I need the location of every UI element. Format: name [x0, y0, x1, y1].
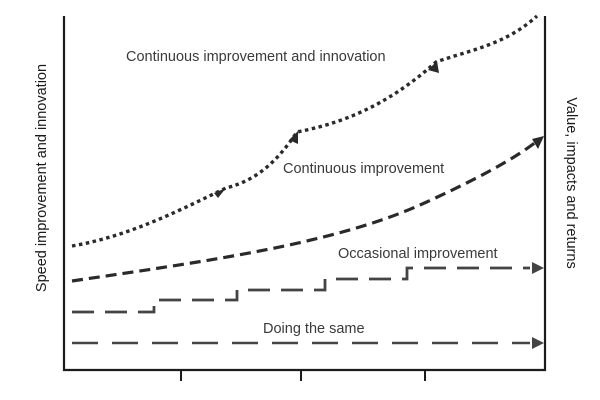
left-axis-label: Speed improvement and innovation	[34, 64, 50, 292]
continuous-improvement-label: Continuous improvement	[283, 161, 444, 177]
arrow-head	[428, 61, 439, 73]
continuous-improvement-line	[71, 140, 537, 283]
arrow-head	[289, 131, 298, 144]
occasional-improvement-line	[72, 266, 530, 314]
right-axis-label: Value, impacts and returns	[563, 97, 579, 268]
continuous-improvement-and-innovation-label: Continuous improvement and innovation	[126, 49, 386, 65]
doing-the-same-label: Doing the same	[263, 321, 365, 337]
arrow-head	[532, 337, 544, 349]
continuous-improvement-and-innovation-line	[71, 14, 539, 248]
arrow-head	[532, 136, 544, 149]
arrow-head	[532, 262, 544, 274]
arrow-head	[214, 188, 226, 198]
occasional-improvement-label: Occasional improvement	[338, 246, 498, 262]
